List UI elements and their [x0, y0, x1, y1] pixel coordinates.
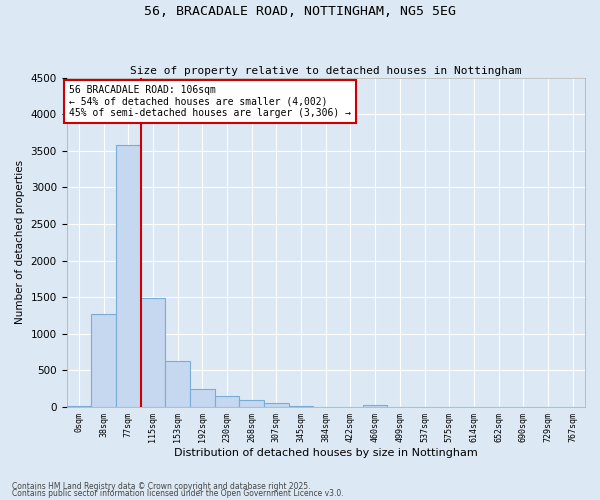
Bar — [264, 404, 289, 407]
Text: 56, BRACADALE ROAD, NOTTINGHAM, NG5 5EG: 56, BRACADALE ROAD, NOTTINGHAM, NG5 5EG — [144, 5, 456, 18]
X-axis label: Distribution of detached houses by size in Nottingham: Distribution of detached houses by size … — [174, 448, 478, 458]
Text: Contains public sector information licensed under the Open Government Licence v3: Contains public sector information licen… — [12, 489, 344, 498]
Bar — [363, 405, 388, 407]
Text: Contains HM Land Registry data © Crown copyright and database right 2025.: Contains HM Land Registry data © Crown c… — [12, 482, 311, 491]
Title: Size of property relative to detached houses in Nottingham: Size of property relative to detached ho… — [130, 66, 521, 76]
Text: 56 BRACADALE ROAD: 106sqm
← 54% of detached houses are smaller (4,002)
45% of se: 56 BRACADALE ROAD: 106sqm ← 54% of detac… — [69, 85, 351, 118]
Bar — [239, 400, 264, 407]
Bar — [190, 389, 215, 407]
Bar — [140, 298, 165, 407]
Bar — [289, 406, 313, 407]
Bar — [215, 396, 239, 407]
Bar — [67, 406, 91, 407]
Bar — [116, 145, 140, 407]
Bar — [91, 314, 116, 407]
Bar — [165, 361, 190, 407]
Y-axis label: Number of detached properties: Number of detached properties — [15, 160, 25, 324]
